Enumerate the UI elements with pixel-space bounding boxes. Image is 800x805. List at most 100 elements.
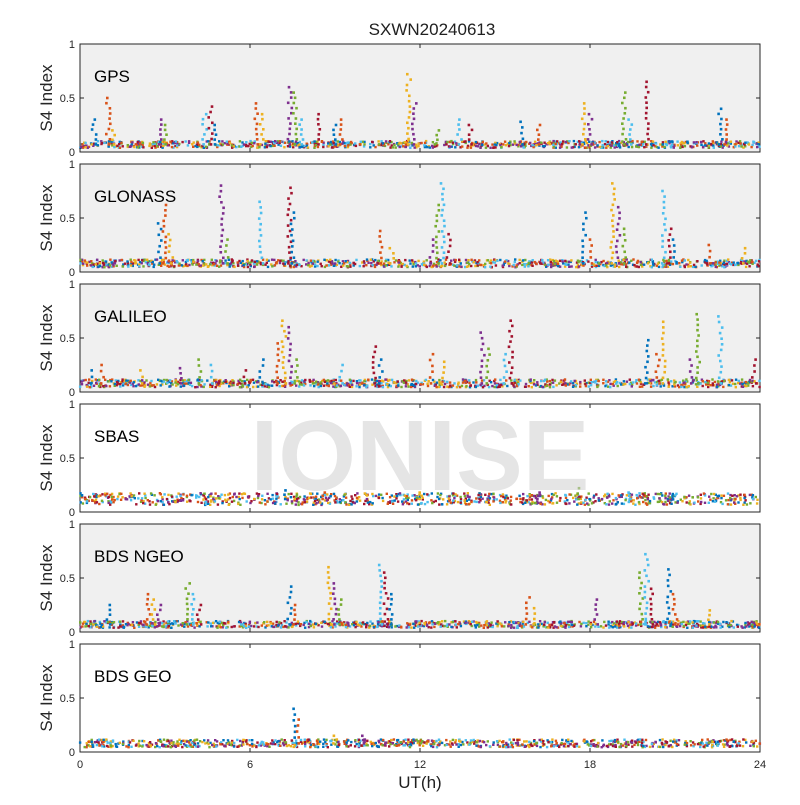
- data-point-trail: [157, 251, 160, 254]
- baseline-point: [175, 140, 177, 142]
- baseline-point: [266, 262, 268, 264]
- data-point-trail: [612, 204, 615, 207]
- data-point-trail: [658, 359, 661, 362]
- baseline-point: [167, 494, 169, 496]
- data-point-trail: [211, 370, 214, 373]
- data-point-trail: [295, 133, 298, 136]
- data-point-trail: [283, 330, 286, 333]
- baseline-point: [349, 262, 351, 264]
- baseline-point: [329, 143, 331, 145]
- baseline-point: [743, 497, 745, 499]
- data-point-trail: [300, 143, 303, 146]
- data-point: [689, 358, 692, 361]
- baseline-point: [435, 386, 437, 388]
- baseline-point: [103, 266, 105, 268]
- baseline-point: [320, 385, 322, 387]
- baseline-point: [752, 141, 754, 143]
- baseline-point: [370, 259, 372, 261]
- baseline-point: [247, 145, 249, 147]
- baseline-point: [683, 142, 685, 144]
- data-point-trail: [717, 354, 720, 357]
- baseline-point: [182, 259, 184, 261]
- baseline-point: [612, 499, 614, 501]
- y-tick-label: 1: [69, 399, 75, 411]
- baseline-point: [441, 620, 443, 622]
- baseline-point: [680, 386, 682, 388]
- baseline-point: [190, 494, 192, 496]
- baseline-point: [163, 380, 165, 382]
- baseline-point: [166, 379, 168, 381]
- data-point-trail: [290, 219, 293, 222]
- baseline-point: [587, 620, 589, 622]
- data-point-trail: [696, 340, 699, 343]
- data-point-trail: [645, 86, 648, 89]
- baseline-point: [635, 145, 637, 147]
- baseline-point: [454, 620, 456, 622]
- baseline-point: [420, 620, 422, 622]
- baseline-point: [578, 140, 580, 142]
- baseline-point: [268, 386, 270, 388]
- baseline-point: [490, 262, 492, 264]
- baseline-point: [640, 264, 642, 266]
- baseline-point: [706, 260, 708, 262]
- baseline-point: [575, 384, 577, 386]
- data-point-trail: [661, 234, 664, 237]
- baseline-point: [253, 382, 255, 384]
- baseline-point: [119, 259, 121, 261]
- plot-area: [80, 524, 760, 632]
- data-point: [197, 358, 200, 361]
- data-point: [220, 184, 223, 187]
- baseline-point: [642, 493, 644, 495]
- data-point-trail: [505, 370, 508, 373]
- baseline-point: [240, 146, 242, 148]
- baseline-point: [163, 493, 165, 495]
- data-point-trail: [288, 332, 291, 335]
- baseline-point: [363, 265, 365, 267]
- data-point-trail: [378, 382, 381, 385]
- baseline-point: [90, 264, 92, 266]
- baseline-point: [200, 502, 202, 504]
- data-point: [708, 244, 711, 247]
- baseline-point: [531, 261, 533, 263]
- baseline-point: [540, 142, 542, 144]
- data-point-trail: [521, 126, 524, 129]
- baseline-point: [644, 141, 646, 143]
- baseline-point: [307, 262, 309, 264]
- baseline-point: [228, 504, 230, 506]
- data-point: [617, 206, 620, 209]
- baseline-point: [160, 500, 162, 502]
- baseline-point: [134, 497, 136, 499]
- baseline-point: [116, 145, 118, 147]
- baseline-point: [349, 143, 351, 145]
- baseline-point: [610, 145, 612, 147]
- baseline-point: [224, 499, 226, 501]
- baseline-point: [739, 497, 741, 499]
- data-point-trail: [100, 382, 103, 385]
- baseline-point: [505, 379, 507, 381]
- baseline-point: [721, 503, 723, 505]
- baseline-point: [467, 259, 469, 261]
- baseline-point: [717, 380, 719, 382]
- baseline-point: [195, 263, 197, 265]
- baseline-point: [137, 146, 139, 148]
- data-point-trail: [164, 143, 167, 146]
- baseline-point: [485, 142, 487, 144]
- baseline-point: [696, 144, 698, 146]
- data-point-trail: [200, 370, 203, 373]
- data-point-trail: [621, 133, 624, 136]
- baseline-point: [135, 262, 137, 264]
- data-point-trail: [662, 343, 665, 346]
- baseline-point: [519, 262, 521, 264]
- data-point: [447, 233, 450, 236]
- data-point-trail: [667, 239, 670, 242]
- data-point-trail: [511, 351, 514, 354]
- baseline-point: [203, 386, 205, 388]
- data-point-trail: [243, 376, 246, 379]
- baseline-point: [335, 379, 337, 381]
- baseline-point: [502, 265, 504, 267]
- baseline-point: [80, 146, 82, 148]
- baseline-point: [726, 263, 728, 265]
- baseline-point: [557, 263, 559, 265]
- data-point-trail: [503, 359, 506, 362]
